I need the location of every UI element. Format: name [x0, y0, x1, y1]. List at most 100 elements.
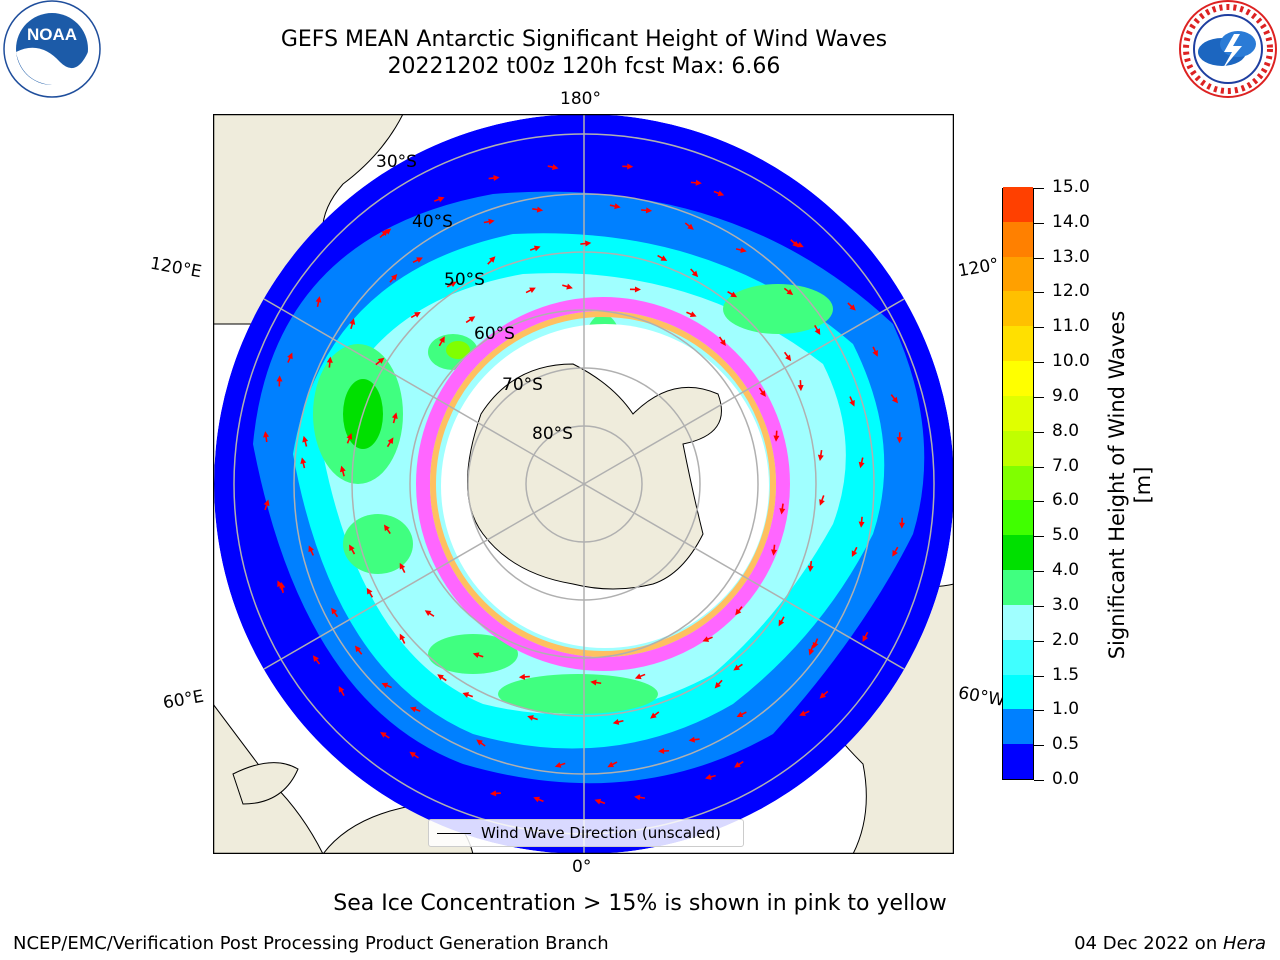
wind-arrow-head	[688, 736, 695, 743]
colorbar-tick	[1034, 501, 1044, 503]
wind-arrow-head	[263, 499, 270, 507]
wind-arrow-head	[391, 274, 398, 281]
wind-arrow-head	[414, 311, 421, 318]
lat-label-30s: 30°S	[376, 152, 417, 172]
wind-arrow-head	[315, 296, 322, 303]
colorbar-segment	[1003, 221, 1033, 257]
wind-arrow-head	[607, 761, 615, 768]
lon-label-0: 0°	[572, 857, 592, 877]
wind-arrow-head	[612, 718, 620, 725]
wind-arrow-head	[735, 608, 742, 616]
wind-arrow-head	[808, 648, 815, 656]
wind-arrow-head	[468, 316, 476, 323]
colorbar-segment	[1003, 360, 1033, 396]
wind-arrow-head	[472, 652, 480, 659]
colorbar-segment	[1003, 290, 1033, 327]
wind-arrow-head	[287, 352, 293, 360]
noaa-logo: NOAA	[0, 0, 104, 100]
nws-logo	[1176, 0, 1280, 100]
wind-arrow-head	[627, 163, 634, 170]
wind-arrow-head	[819, 499, 825, 506]
colorbar-tick	[1034, 257, 1044, 259]
wind-arrow-head	[354, 645, 361, 653]
wind-arrow-head	[702, 636, 710, 642]
wind-arrow-head	[858, 521, 865, 528]
legend-label: Wind Wave Direction (unscaled)	[481, 824, 721, 842]
colorbar-tick-label: 5.0	[1052, 525, 1080, 546]
wind-arrow-head	[300, 457, 307, 464]
colorbar-tick	[1034, 431, 1044, 433]
wind-arrow-head	[819, 692, 826, 699]
wind-arrow-head	[489, 256, 496, 263]
wind-arrow-head	[399, 633, 406, 641]
colorbar-segment	[1003, 256, 1033, 292]
wind-arrow-head	[518, 673, 526, 680]
wind-arrow-head	[529, 287, 536, 293]
wind-arrow-head	[312, 655, 319, 662]
wind-arrow-head	[590, 679, 597, 686]
date-host: Hera	[1222, 933, 1266, 954]
wind-arrow-head	[814, 328, 821, 335]
colorbar	[1002, 186, 1034, 780]
colorbar-label: Significant Height of Wind Waves [m]	[1105, 310, 1155, 660]
wind-arrow-head	[381, 682, 389, 689]
colorbar-tick-label: 0.5	[1052, 734, 1080, 755]
colorbar-tick-label: 2.0	[1052, 629, 1080, 650]
wind-arrow-head	[614, 203, 621, 210]
lon-label-120w: 120°	[956, 254, 1001, 282]
wind-arrow-head	[740, 247, 747, 253]
wind-arrow-head	[797, 384, 804, 392]
colorbar-tick-label: 1.0	[1052, 699, 1080, 720]
wind-arrow-head	[892, 549, 898, 557]
colorbar-tick-label: 12.0	[1052, 281, 1090, 302]
wind-arrow-head	[450, 281, 457, 288]
colorbar-tick-label: 11.0	[1052, 316, 1090, 337]
map-legend: Wind Wave Direction (unscaled)	[428, 819, 744, 847]
colorbar-tick	[1034, 536, 1044, 538]
wind-arrow-head	[705, 774, 712, 780]
colorbar-tick-label: 13.0	[1052, 246, 1090, 267]
wind-arrow-head	[807, 565, 814, 572]
wind-arrow-head	[493, 174, 500, 181]
wind-arrow-head	[695, 179, 702, 186]
lon-label-60w: 60°W	[956, 683, 1007, 711]
wind-arrow-head	[733, 664, 740, 671]
wind-arrow-head	[786, 288, 794, 295]
colorbar-segment	[1003, 639, 1033, 675]
wind-arrow-head	[346, 433, 353, 440]
wind-arrow-head	[730, 291, 738, 298]
colorbar-segment	[1003, 674, 1033, 710]
colorbar-tick-label: 1.5	[1052, 664, 1080, 685]
wind-arrow-head	[594, 798, 602, 805]
wind-arrow-head	[381, 229, 388, 237]
wind-arrow-head	[527, 715, 534, 721]
wind-arrow-head	[383, 524, 390, 532]
lat-label-80s: 80°S	[532, 424, 573, 444]
wind-arrow-head	[817, 454, 824, 462]
colorbar-tick-label: 3.0	[1052, 594, 1080, 615]
lat-label-70s: 70°S	[502, 375, 543, 395]
colorbar-segment	[1003, 395, 1033, 431]
wind-arrow-head	[660, 255, 668, 261]
colorbar-segment	[1003, 534, 1033, 571]
colorbar-tick	[1034, 675, 1044, 677]
wind-arrow-head	[797, 241, 804, 248]
wind-arrow-head	[779, 508, 786, 515]
wind-arrow-head	[391, 412, 398, 419]
wind-arrow-head	[380, 732, 387, 738]
wind-arrow-head	[302, 435, 309, 443]
wind-arrows	[263, 163, 905, 805]
wind-arrow-head	[339, 465, 346, 473]
colorbar-tick-label: 9.0	[1052, 385, 1080, 406]
wind-arrow-head	[349, 544, 355, 552]
wind-arrow-head	[634, 673, 642, 680]
wind-arrow-head	[849, 304, 856, 311]
wind-arrow-head	[585, 240, 592, 247]
colorbar-segment	[1003, 743, 1033, 779]
colorbar-segment	[1003, 430, 1033, 466]
wind-arrow-head	[851, 550, 858, 558]
chart-subtitle: 20221202 t00z 120h fcst Max: 6.66	[387, 54, 781, 79]
colorbar-tick-label: 10.0	[1052, 351, 1090, 372]
lon-label-60e: 60°E	[161, 686, 206, 714]
wind-arrow-head	[533, 796, 540, 803]
